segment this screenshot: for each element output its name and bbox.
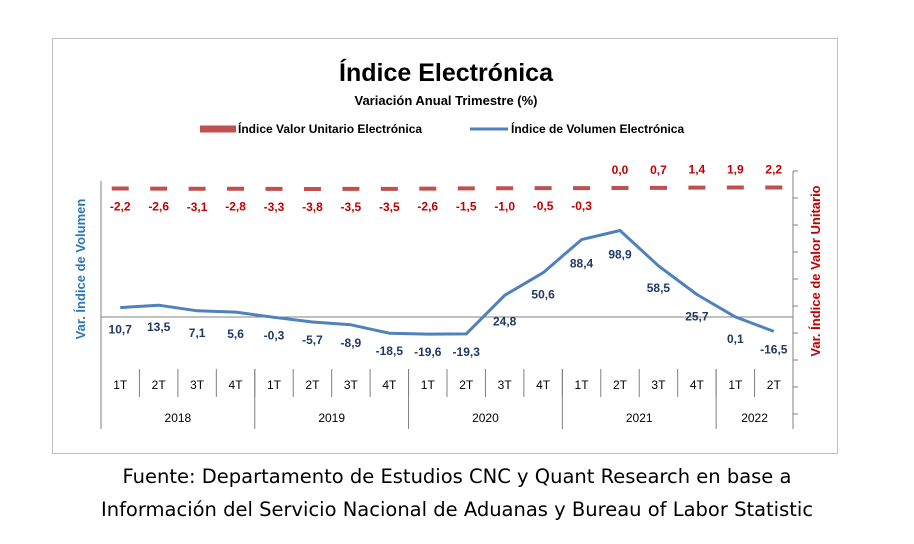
volume-data-label: -16,5 [760,342,788,356]
x-tick-label: 1T [267,378,282,392]
x-year-label: 2022 [741,411,768,425]
volume-data-label: -19,3 [453,345,481,359]
unit-value-data-label: -2,2 [110,200,131,214]
unit-value-data-label: -2,6 [148,200,169,214]
x-tick-label: 4T [382,378,397,392]
volume-data-label: 98,9 [608,247,632,261]
volume-data-label: -5,7 [302,333,323,347]
x-year-label: 2021 [626,411,653,425]
x-tick-label: 2T [613,378,628,392]
unit-value-data-label: -3,5 [341,200,362,214]
unit-value-data-label: 0,7 [650,163,667,177]
unit-value-data-label: -2,6 [417,200,438,214]
x-tick-label: 4T [536,378,551,392]
x-tick-label: 3T [498,378,513,392]
unit-value-data-label: -3,5 [379,200,400,214]
x-tick-label: 4T [690,378,705,392]
y-axis-title-right: Var. Índice de Valor Unitario [808,185,823,356]
volume-data-label: -8,9 [341,336,362,350]
source-note: Fuente: Departamento de Estudios CNC y Q… [0,460,914,526]
unit-value-data-label: -3,1 [187,200,208,214]
y-axis-right-ticks [793,170,798,415]
x-year-label: 2018 [165,411,192,425]
series-unit-value: -2,2 -2,6 -3,1 -2,8 -3,3 -3,8 -3,5 -3,5 -2,6 -1,5… [110,162,783,214]
x-tick-label: 1T [728,378,743,392]
x-tick-label: 2T [152,378,167,392]
unit-value-data-label: -0,3 [571,199,592,213]
chart-svg: Índice Electrónica Variación Anual Trime… [73,58,823,429]
volume-data-label: -19,6 [414,345,442,359]
x-year-label: 2020 [472,411,499,425]
unit-value-data-label: 2,2 [765,162,782,176]
unit-value-data-label: 1,9 [727,163,744,177]
legend: Índice Valor Unitario Electrónica Índice… [200,121,684,136]
x-tick-label: 1T [421,378,436,392]
volume-data-label: 10,7 [109,323,133,337]
x-tick-label: 2T [305,378,320,392]
chart-title: Índice Electrónica [339,58,554,87]
unit-value-data-label: -3,3 [264,200,285,214]
legend-label-volume: Índice de Volumen Electrónica [511,121,684,136]
volume-data-label: 25,7 [685,310,709,324]
y-axis-title-left: Var. Índice de Volumen [73,199,88,340]
volume-data-label: 13,5 [147,320,171,334]
unit-value-data-label: 1,4 [689,163,706,177]
chart-frame: Índice Electrónica Variación Anual Trime… [52,38,838,454]
x-tick-label: 1T [575,378,590,392]
volume-line [120,229,775,336]
unit-value-data-label: -0,5 [533,199,554,213]
x-year-label: 2019 [318,411,345,425]
volume-data-label: 5,6 [227,327,244,341]
legend-label-unit-value: Índice Valor Unitario Electrónica [238,121,422,136]
volume-data-label: 7,1 [189,326,206,340]
x-tick-label: 3T [190,378,205,392]
volume-data-label: -0,3 [264,328,285,342]
unit-value-data-label: -2,8 [225,200,246,214]
volume-data-label: 0,1 [727,332,744,346]
series-volume: 10,7 13,5 7,1 5,6 -0,3 -5,7 -8,9 -18,5 -19,6 -19,… [109,229,788,359]
x-tick-label: 2T [767,378,782,392]
chart-subtitle: Variación Anual Trimestre (%) [354,93,537,108]
unit-value-data-label: -1,5 [456,199,477,213]
volume-data-label: 58,5 [647,281,671,295]
x-axis: 1T 2T 3T 4T 1T 2T 3T 4T 1T 2T 3T 4T 1T 2T 3T 4T 1T 2T 2018… [100,369,794,429]
volume-data-label: 24,8 [493,314,517,328]
volume-data-label: 88,4 [570,257,594,271]
x-tick-label: 2T [459,378,474,392]
source-line-2: Información del Servicio Nacional de Adu… [100,498,814,521]
x-tick-label: 3T [651,378,666,392]
x-tick-label: 4T [229,378,244,392]
volume-data-label: 50,6 [531,288,555,302]
x-tick-label: 3T [344,378,359,392]
unit-value-data-label: -1,0 [494,199,515,213]
x-tick-label: 1T [113,378,128,392]
source-line-1: Fuente: Departamento de Estudios CNC y Q… [122,465,792,488]
unit-value-data-label: -3,8 [302,200,323,214]
unit-value-data-label: 0,0 [612,163,629,177]
volume-data-label: -18,5 [376,344,404,358]
